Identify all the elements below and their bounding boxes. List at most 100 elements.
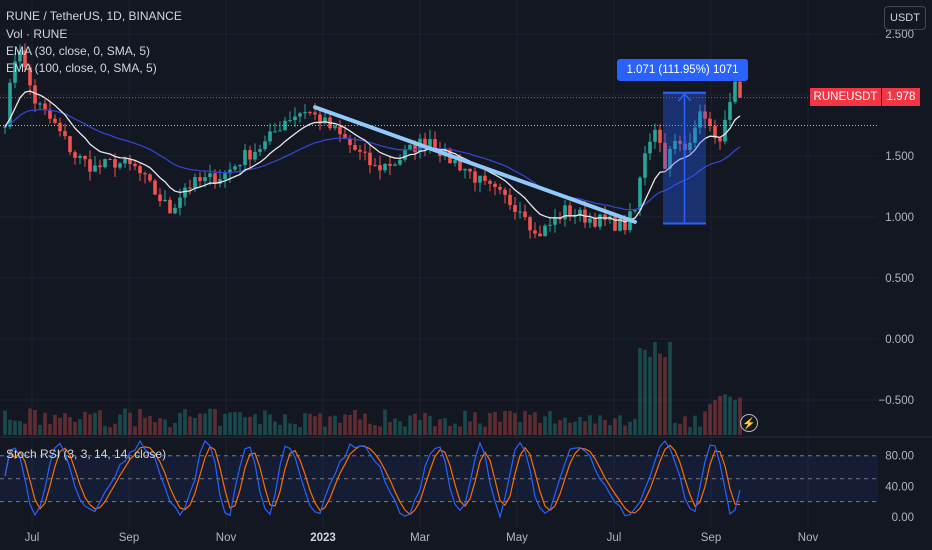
- candle-body: [13, 61, 17, 83]
- volume-bar: [193, 417, 197, 435]
- candle-body: [223, 173, 227, 180]
- candle-body: [143, 173, 147, 175]
- candle-body: [88, 159, 92, 172]
- candle-body: [248, 150, 252, 160]
- time-tick-label: May: [506, 532, 528, 544]
- candle-body: [243, 150, 247, 166]
- volume-bar: [328, 416, 332, 435]
- volume-bar: [398, 421, 402, 435]
- volume-bar: [98, 410, 102, 435]
- volume-bar: [693, 415, 697, 435]
- volume-bar: [218, 425, 222, 435]
- candle-body: [433, 139, 437, 149]
- ema100-line: [4, 109, 741, 211]
- candle-body: [623, 218, 627, 231]
- volume-bar: [343, 414, 347, 435]
- volume-bar: [478, 423, 482, 435]
- volume-bar: [678, 423, 682, 435]
- volume-bar: [578, 416, 582, 435]
- candle-body: [703, 111, 707, 119]
- volume-bar: [318, 413, 322, 435]
- currency-button[interactable]: USDT: [884, 6, 926, 30]
- candle-body: [73, 152, 77, 158]
- candle-body: [123, 158, 127, 164]
- volume-bar: [253, 414, 257, 435]
- volume-bar: [203, 413, 207, 435]
- candle-body: [48, 109, 52, 119]
- candle-body: [313, 112, 317, 115]
- legend-ema30[interactable]: EMA (30, close, 0, SMA, 5): [6, 44, 151, 58]
- legend-ema100[interactable]: EMA (100, close, 0, SMA, 5): [6, 61, 157, 75]
- candle-body: [613, 216, 617, 231]
- volume-bar: [58, 417, 62, 435]
- candle-body: [538, 233, 542, 237]
- volume-bar: [628, 421, 632, 435]
- candle-body: [543, 225, 547, 237]
- candle-body: [323, 117, 327, 124]
- candle-body: [273, 131, 277, 133]
- volume-bar: [268, 414, 272, 435]
- volume-bar: [658, 353, 662, 435]
- candle-body: [483, 175, 487, 181]
- volume-bar: [698, 426, 702, 435]
- volume-bar: [508, 410, 512, 435]
- volume-bar: [38, 424, 42, 435]
- candle-body: [238, 165, 242, 167]
- volume-bar: [238, 412, 242, 435]
- volume-bar: [468, 421, 472, 435]
- candle-body: [108, 158, 112, 160]
- volume-bar: [583, 421, 587, 435]
- volume-bar: [363, 413, 367, 435]
- legend-title[interactable]: RUNE / TetherUS, 1D, BINANCE: [6, 9, 182, 23]
- candle-body: [18, 50, 22, 62]
- volume-bar: [458, 426, 462, 435]
- volume-bar: [413, 413, 417, 435]
- legend-stoch-rsi[interactable]: Stoch RSI (3, 3, 14, 14, close): [6, 447, 167, 461]
- legend-volume[interactable]: Vol · RUNE: [6, 27, 68, 41]
- volume-bar: [173, 422, 177, 435]
- volume-bar: [403, 426, 407, 435]
- candle-body: [478, 175, 482, 183]
- candle-body: [518, 211, 522, 213]
- candle-body: [653, 129, 657, 142]
- candle-body: [738, 81, 742, 98]
- volume-bar: [493, 411, 497, 435]
- stoch-tick-label: 80.00: [885, 451, 914, 463]
- candle-body: [278, 130, 282, 132]
- candle-body: [673, 140, 677, 150]
- stoch-k-line: [4, 439, 741, 520]
- volume-bar: [148, 415, 152, 435]
- candle-body: [293, 116, 297, 121]
- stoch-tick-label: 0.00: [892, 512, 914, 524]
- candle-body: [8, 82, 12, 127]
- candle-body: [58, 122, 62, 132]
- volume-bar: [513, 412, 517, 435]
- candle-body: [83, 156, 87, 160]
- candle-body: [678, 140, 682, 144]
- ema30-line: [4, 90, 741, 223]
- candle-body: [523, 211, 527, 218]
- candle-body: [403, 149, 407, 160]
- volume-bar: [48, 423, 52, 435]
- lightning-icon[interactable]: ⚡: [740, 414, 758, 432]
- candle-body: [503, 189, 507, 195]
- candle-body: [133, 163, 137, 167]
- volume-bar: [258, 423, 262, 435]
- candle-body: [588, 218, 592, 223]
- volume-bar: [263, 410, 267, 435]
- candle-body: [718, 138, 722, 142]
- candle-body: [308, 112, 312, 114]
- candle-body: [458, 160, 462, 171]
- volume-bar: [188, 416, 192, 435]
- volume-bar: [168, 427, 172, 435]
- volume-bar: [563, 417, 567, 435]
- candle-body: [113, 159, 117, 168]
- stoch-d-line: [4, 444, 741, 516]
- candle-body: [463, 168, 467, 171]
- candle-body: [103, 158, 107, 168]
- candle-body: [43, 103, 47, 110]
- volume-bar: [213, 409, 217, 435]
- candle-body: [618, 218, 622, 231]
- volume-bar: [738, 397, 742, 435]
